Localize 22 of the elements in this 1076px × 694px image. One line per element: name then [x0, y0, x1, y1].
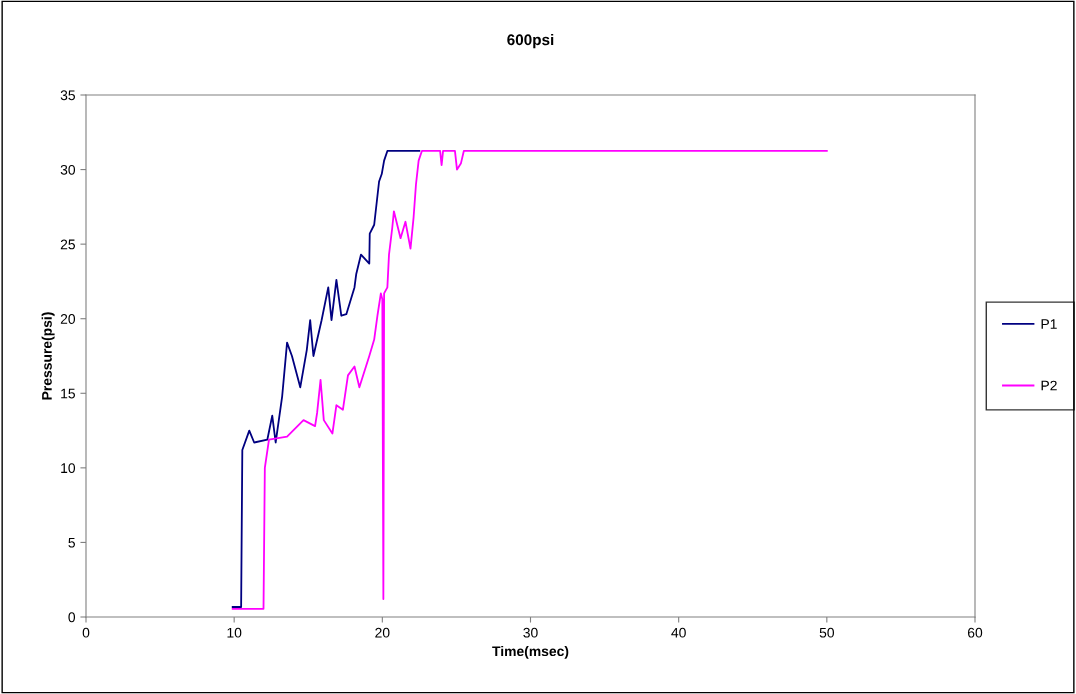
y-tick-label: 35	[60, 90, 75, 101]
legend-label: P1	[1041, 319, 1057, 329]
chart-title: 600psi	[507, 33, 554, 49]
x-tick-label: 0	[82, 627, 90, 638]
line-series	[231, 150, 421, 608]
y-tick-label: 5	[68, 537, 75, 548]
legend-label: P2	[1041, 380, 1057, 391]
x-axis-title: Time(msec)	[492, 645, 569, 659]
x-tick-label: 10	[227, 627, 242, 638]
x-tick-label: 30	[523, 627, 538, 638]
y-tick-label: 30	[60, 164, 76, 175]
x-tick-label: 50	[819, 627, 835, 638]
y-tick-label: 10	[61, 463, 76, 474]
x-tick-label: 40	[671, 627, 686, 638]
y-tick-label: 15	[61, 388, 75, 399]
x-tick-label: 20	[375, 627, 390, 638]
x-tick-label: 60	[967, 627, 983, 638]
y-tick-label: 20	[60, 314, 76, 324]
y-tick-label: 0	[68, 612, 76, 623]
y-tick-label: 25	[60, 239, 75, 250]
line-series	[231, 150, 828, 610]
y-axis-title: Pressure(psi)	[41, 312, 55, 400]
